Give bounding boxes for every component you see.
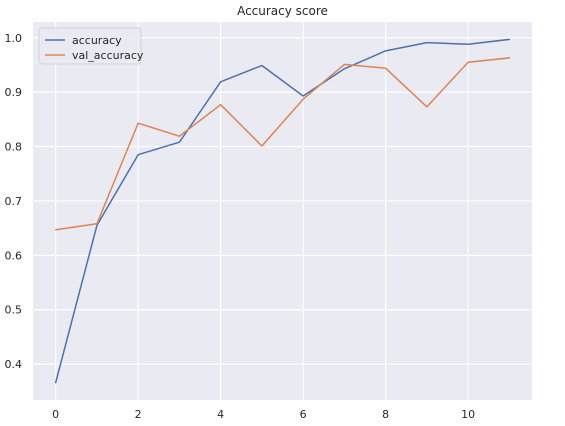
legend-label: val_accuracy [72,49,144,62]
chart-title: Accuracy score [237,4,328,18]
y-tick-label: 0.7 [5,195,23,208]
x-tick-label: 6 [300,408,307,421]
series-line-accuracy [54,38,511,384]
legend-label: accuracy [72,34,122,47]
y-tick-label: 0.5 [5,304,23,317]
y-tick-label: 1.0 [5,32,23,45]
y-axis-ticks: 0.4 0.5 0.6 0.7 0.8 0.9 1.0 [5,32,23,371]
x-tick-label: 8 [382,408,389,421]
plot-area [33,22,532,400]
x-tick-label: 10 [461,408,475,421]
series-layer [54,38,511,384]
x-axis-ticks: 0 2 4 6 8 10 [52,408,475,421]
y-tick-label: 0.4 [5,358,23,371]
x-tick-label: 4 [217,408,224,421]
x-tick-label: 0 [52,408,59,421]
grid-lines [33,22,532,400]
y-tick-label: 0.8 [5,141,23,154]
x-tick-label: 2 [135,408,142,421]
legend: accuracy val_accuracy [38,27,144,65]
y-tick-label: 0.9 [5,86,23,99]
series-line-val-accuracy [54,57,511,231]
y-tick-label: 0.6 [5,249,23,262]
